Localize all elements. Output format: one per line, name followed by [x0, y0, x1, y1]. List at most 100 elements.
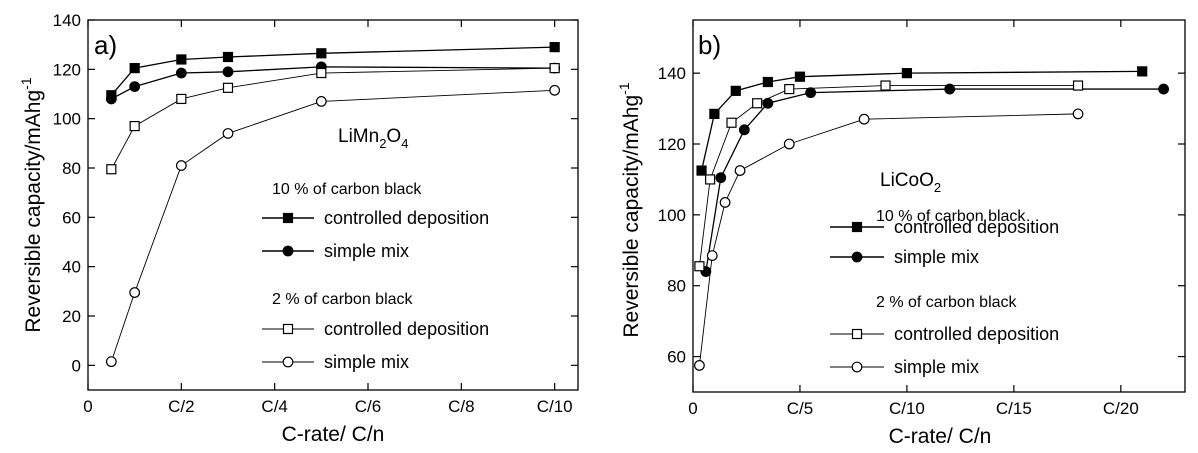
data-point — [549, 62, 560, 74]
data-point — [129, 287, 141, 298]
legend-marker — [851, 251, 863, 263]
legend-marker — [851, 328, 863, 340]
legend-group-title: 10 % of carbon black — [272, 181, 422, 198]
y-tick-label: 140 — [658, 64, 686, 83]
data-point — [805, 87, 817, 99]
data-point — [738, 124, 750, 136]
y-tick-label: 100 — [53, 110, 81, 129]
data-point — [175, 67, 187, 79]
x-tick-label: C/10 — [889, 399, 925, 418]
x-tick-label: C/20 — [1103, 399, 1139, 418]
legend-marker — [282, 356, 294, 368]
x-tick-label: C/8 — [448, 397, 474, 416]
data-point — [1072, 108, 1084, 120]
y-tick-label: 0 — [72, 356, 81, 375]
series-line — [110, 89, 555, 362]
plot-frame — [692, 19, 1186, 393]
data-point — [709, 108, 720, 119]
data-point — [794, 71, 806, 82]
data-point — [222, 82, 234, 93]
data-point — [129, 62, 140, 74]
data-point — [694, 360, 705, 371]
data-point — [106, 164, 117, 175]
legend: controlled deposition simple mix controlle… — [830, 217, 1059, 377]
compound-label: LiMn2O4 — [338, 126, 408, 151]
chart-panel-a: a) LiMn2O4 C-rate/ C/n Reversible capaci… — [18, 11, 579, 446]
y-tick-label: 100 — [658, 206, 686, 225]
data-point — [784, 83, 795, 95]
y-tick-label: 60 — [62, 208, 81, 227]
data-point — [944, 83, 956, 95]
compound-label: LiCoO2 — [880, 170, 941, 195]
y-axis-label: Reversible capacity/mAhg-1 — [18, 77, 45, 332]
legend-label: controlled deposition — [324, 208, 489, 228]
data-point — [176, 93, 187, 105]
y-tick-label: 120 — [658, 135, 686, 154]
legend: controlled deposition simple mix controlle… — [262, 208, 489, 372]
data-point — [129, 120, 140, 132]
data-point — [1072, 80, 1084, 91]
chart-panel-b: b) LiCoO2 C-rate/ C/n Reversible capacit… — [616, 19, 1186, 448]
panel-label: b) — [698, 30, 721, 60]
x-axis-label: C-rate/ C/n — [282, 423, 385, 446]
x-tick-label: C/5 — [787, 399, 813, 418]
legend-marker — [851, 221, 863, 233]
y-tick-label: 40 — [62, 258, 81, 277]
series-line — [110, 67, 555, 170]
y-tick-label: 80 — [62, 159, 81, 178]
legend-group-title: 2 % of carbon black — [876, 294, 1018, 311]
legend-group-title: 2 % of carbon black — [272, 291, 414, 308]
y-tick-label: 60 — [667, 348, 686, 367]
data-point — [715, 172, 727, 184]
data-point — [752, 98, 763, 109]
legend-marker — [282, 245, 294, 257]
x-axis-label: C-rate/ C/n — [889, 425, 992, 448]
legend-marker — [282, 212, 294, 224]
data-point — [696, 165, 707, 176]
x-tick-label: 0 — [83, 397, 92, 416]
legend-marker — [282, 323, 294, 335]
data-point — [175, 160, 187, 171]
data-point — [105, 356, 117, 368]
data-point — [549, 84, 561, 96]
plot-frame — [87, 19, 579, 391]
data-point — [705, 174, 716, 185]
y-axis-label: Reversible capacity/mAhg-1 — [616, 82, 643, 337]
data-point — [105, 93, 117, 105]
data-point — [734, 165, 746, 176]
x-tick-label: C/15 — [996, 399, 1032, 418]
x-tick-label: C/10 — [537, 397, 573, 416]
data-point — [316, 67, 327, 79]
legend-label: controlled deposition — [324, 319, 489, 339]
x-tick-label: C/6 — [355, 397, 381, 416]
data-point — [129, 81, 141, 92]
legend-group-title: 10 % of carbon black — [876, 208, 1026, 225]
axis-ticks: 0 C/2 C/4 C/6 C/8 C/10 0 20 40 60 80 100 120 140 — [53, 11, 578, 416]
data-point — [176, 54, 187, 65]
legend-label: simple mix — [324, 241, 409, 261]
data-point — [783, 138, 795, 150]
panel-label: a) — [94, 30, 117, 60]
data-point — [719, 197, 731, 208]
y-tick-label: 20 — [62, 307, 81, 326]
data-point — [901, 68, 913, 79]
legend-label: simple mix — [324, 352, 409, 372]
data-point — [706, 250, 718, 262]
x-tick-label: 0 — [688, 399, 697, 418]
y-tick-label: 80 — [667, 277, 686, 296]
data-point — [762, 76, 773, 88]
axis-ticks: 0 C/5 C/10 C/15 C/20 60 80 100 120 140 — [658, 20, 1185, 418]
data-point — [316, 48, 327, 59]
x-tick-label: C/2 — [168, 397, 194, 416]
series-layer — [105, 42, 561, 368]
data-point — [858, 113, 870, 125]
data-point — [730, 85, 741, 96]
data-point — [1137, 66, 1148, 77]
legend-label: controlled deposition — [894, 217, 1059, 237]
legend-label: simple mix — [894, 247, 979, 267]
x-tick-label: C/4 — [261, 397, 287, 416]
data-point — [726, 117, 737, 128]
legend-marker — [851, 361, 863, 373]
series-layer — [694, 66, 1170, 371]
